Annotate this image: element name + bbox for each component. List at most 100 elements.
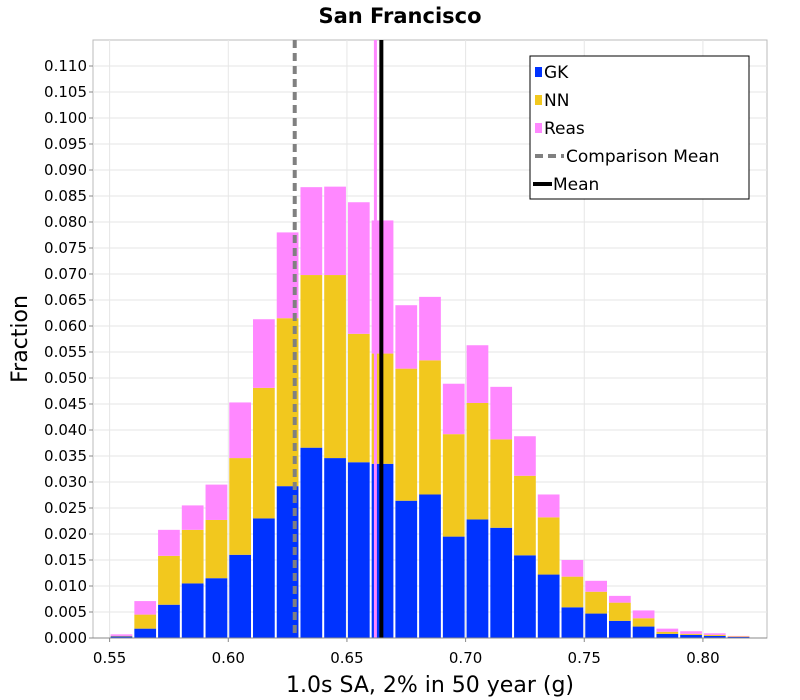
bar-reas: [490, 386, 513, 440]
bar-nn: [514, 475, 536, 556]
x-tick-label: 0.65: [330, 649, 363, 667]
x-axis-label: 1.0s SA, 2% in 50 year (g): [286, 673, 574, 698]
bar-nn: [561, 576, 584, 608]
y-axis-ticks: 0.000 0.005 0.010 0.015 0.020 0.025 0.030 0.035…: [44, 57, 93, 647]
bar-gk: [537, 574, 560, 638]
bar-gk: [300, 447, 323, 638]
bar-reas: [347, 202, 370, 334]
legend-label-gk: GK: [544, 63, 569, 83]
bar-gk: [110, 636, 133, 638]
legend-label-mean: Mean: [553, 175, 599, 195]
y-tick-label: 0.060: [44, 317, 87, 335]
y-tick-label: 0.090: [44, 161, 87, 179]
y-tick-label: 0.070: [44, 265, 87, 283]
bar-reas: [110, 634, 133, 636]
bar-nn: [442, 434, 465, 537]
bar-gk: [395, 500, 418, 638]
bar-gk: [561, 607, 584, 638]
bar-reas: [181, 505, 204, 530]
y-tick-label: 0.010: [44, 577, 87, 595]
bar-nn: [419, 360, 441, 495]
bar-reas: [395, 305, 418, 369]
bar-gk: [324, 458, 346, 638]
bar-gk: [466, 519, 489, 638]
bar-gk: [229, 554, 252, 638]
bar-nn: [205, 519, 228, 579]
bar-reas: [229, 402, 252, 459]
y-tick-label: 0.040: [44, 421, 87, 439]
bar-gk: [514, 555, 536, 638]
y-tick-label: 0.025: [44, 499, 87, 517]
bar-nn: [680, 633, 702, 635]
bar-reas: [537, 494, 560, 518]
bar-reas: [656, 628, 679, 632]
bar-gk: [158, 604, 180, 638]
bar-reas: [253, 319, 275, 388]
bar-nn: [608, 602, 631, 621]
legend-swatch-gk: [535, 67, 542, 77]
y-tick-label: 0.110: [44, 57, 87, 75]
legend-box: [529, 55, 750, 200]
y-tick-label: 0.100: [44, 109, 87, 127]
y-tick-label: 0.000: [44, 629, 87, 647]
y-tick-label: 0.020: [44, 525, 87, 543]
y-tick-label: 0.075: [44, 239, 87, 257]
bar-gk: [181, 583, 204, 638]
bar-gk: [632, 626, 655, 638]
bar-reas: [158, 529, 180, 556]
y-tick-label: 0.015: [44, 551, 87, 569]
bar-nn: [727, 636, 750, 637]
bar-nn: [253, 387, 275, 519]
y-tick-label: 0.095: [44, 135, 87, 153]
bar-gk: [442, 536, 465, 638]
bar-gk: [205, 578, 228, 638]
bar-nn: [300, 275, 323, 448]
y-tick-label: 0.005: [44, 603, 87, 621]
bar-reas: [703, 633, 726, 635]
bar-reas: [324, 186, 346, 276]
y-tick-label: 0.035: [44, 447, 87, 465]
bar-gk: [253, 518, 275, 638]
x-tick-label: 0.80: [686, 649, 719, 667]
bar-nn: [490, 439, 513, 528]
bar-gk: [490, 527, 513, 638]
bar-reas: [608, 595, 631, 603]
bar-reas: [205, 484, 228, 520]
y-axis-label: Fraction: [8, 295, 33, 383]
bar-gk: [703, 635, 726, 638]
x-tick-label: 0.60: [212, 649, 245, 667]
bar-nn: [324, 275, 346, 459]
bar-reas: [585, 580, 607, 592]
legend-label-comparison-mean: Comparison Mean: [566, 147, 720, 167]
bar-gk: [419, 494, 441, 638]
bar-gk: [608, 620, 631, 638]
legend-swatch-nn: [535, 95, 542, 105]
bar-gk: [656, 633, 679, 638]
y-tick-label: 0.045: [44, 395, 87, 413]
bar-nn: [181, 529, 204, 584]
bar-gk: [680, 634, 702, 638]
bar-reas: [466, 345, 489, 403]
y-tick-label: 0.085: [44, 187, 87, 205]
bar-nn: [134, 614, 157, 629]
bar-nn: [585, 591, 607, 614]
bar-nn: [466, 402, 489, 520]
bar-gk: [134, 628, 157, 638]
y-tick-label: 0.030: [44, 473, 87, 491]
y-tick-label: 0.080: [44, 213, 87, 231]
bar-gk: [585, 613, 607, 638]
bar-nn: [395, 368, 418, 501]
bar-reas: [419, 296, 441, 361]
bar-reas: [561, 560, 584, 577]
y-tick-label: 0.065: [44, 291, 87, 309]
legend: GK NN Reas Comparison Mean Mean: [529, 55, 750, 200]
bar-reas: [680, 631, 702, 634]
bar-reas: [442, 383, 465, 435]
bar-nn: [537, 517, 560, 575]
bar-nn: [110, 635, 133, 637]
bar-nn: [703, 634, 726, 636]
x-tick-label: 0.75: [568, 649, 601, 667]
legend-label-nn: NN: [544, 91, 569, 111]
bar-nn: [229, 458, 252, 555]
